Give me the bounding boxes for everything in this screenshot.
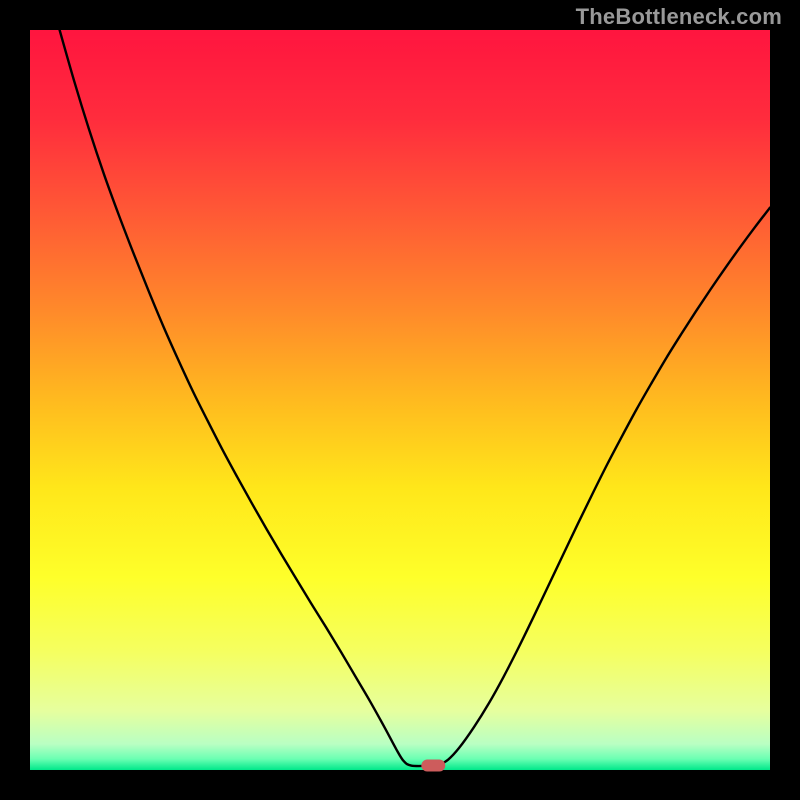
bottleneck-chart (0, 0, 800, 800)
optimal-point-marker (421, 760, 445, 772)
watermark-text: TheBottleneck.com (576, 4, 782, 30)
chart-background (30, 30, 770, 770)
